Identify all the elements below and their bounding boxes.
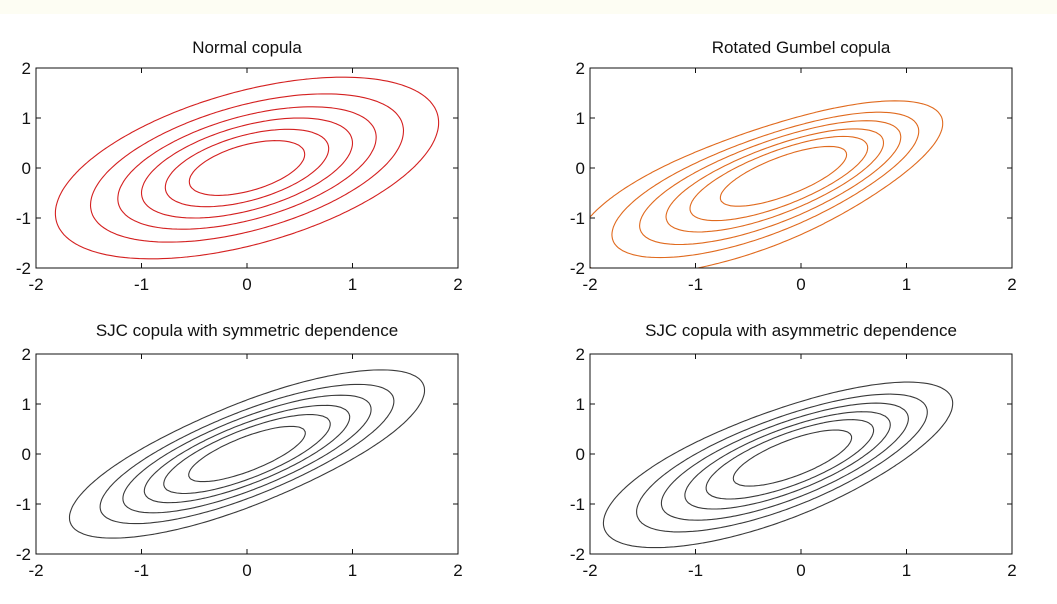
y-tick-label: 1: [22, 395, 31, 414]
contour-line-0: [188, 140, 306, 196]
contour-line-0: [732, 429, 853, 487]
y-tick-label: 0: [22, 445, 31, 464]
contour-line-1: [163, 413, 331, 495]
x-tick-label: -2: [582, 561, 597, 580]
y-tick-label: 0: [576, 159, 585, 178]
x-tick-label: -2: [28, 275, 43, 294]
top-strip: [0, 0, 1057, 14]
y-tick-label: 1: [576, 109, 585, 128]
contour-plot: -2 -1 0 1 2 -2 -1 0 1 2: [570, 59, 1017, 294]
x-tick-label: 2: [453, 275, 462, 294]
chart-title: Rotated Gumbel copula: [711, 38, 891, 57]
contour-line-2: [684, 411, 891, 510]
y-tick-label: 2: [576, 345, 585, 364]
y-tick-label: -1: [570, 495, 585, 514]
y-tick-label: -2: [16, 545, 31, 564]
contour-line-4: [611, 111, 920, 259]
contour-line-5: [602, 381, 954, 549]
panel-normal-copula: Normal copula -2 -1 0 1 2 -2 -1 0 1 2: [0, 0, 529, 302]
y-tick-label: 0: [22, 159, 31, 178]
x-tick-label: -1: [134, 561, 149, 580]
x-tick-label: 1: [348, 275, 357, 294]
contour-line-2: [143, 404, 351, 504]
y-tick-label: 2: [22, 59, 31, 78]
x-tick-label: 1: [902, 561, 911, 580]
x-tick-label: -1: [134, 275, 149, 294]
contour-line-3: [122, 394, 372, 514]
x-tick-label: -2: [582, 275, 597, 294]
contour-line-2: [140, 117, 354, 219]
x-tick-label: -2: [28, 561, 43, 580]
y-tick-label: -2: [570, 545, 585, 564]
contour-line-1: [705, 419, 875, 500]
contour-line-4: [636, 393, 928, 533]
x-tick-label: 1: [902, 275, 911, 294]
y-tick-label: 1: [22, 109, 31, 128]
chart-title: SJC copula with asymmetric dependence: [645, 321, 957, 340]
y-tick-label: -1: [16, 209, 31, 228]
contour-line-4: [89, 93, 405, 243]
contour-plot: -2 -1 0 1 2 -2 -1 0 1 2: [16, 345, 463, 580]
x-tick-label: -1: [688, 561, 703, 580]
chart-title: Normal copula: [192, 38, 302, 57]
plot-frame: [589, 353, 1013, 555]
y-tick-label: 2: [576, 59, 585, 78]
contour-plot: -2 -1 0 1 2 -2 -1 0 1 2: [16, 59, 463, 294]
x-tick-label: 2: [1007, 561, 1016, 580]
y-tick-label: -1: [16, 495, 31, 514]
x-tick-label: 2: [453, 561, 462, 580]
x-tick-label: 0: [242, 275, 251, 294]
x-tick-label: 2: [1007, 275, 1016, 294]
contour-line-3: [660, 402, 909, 521]
y-tick-label: 1: [576, 395, 585, 414]
x-tick-label: 0: [242, 561, 251, 580]
contour-line-0: [188, 425, 306, 483]
y-tick-label: -2: [570, 259, 585, 278]
x-tick-label: 1: [348, 561, 357, 580]
contour-lines: [54, 76, 440, 260]
contour-line-0: [719, 145, 848, 207]
y-tick-label: -1: [570, 209, 585, 228]
x-tick-label: 0: [796, 275, 805, 294]
x-tick-label: 0: [796, 561, 805, 580]
x-tick-label: -1: [688, 275, 703, 294]
panel-sjc-symmetric: SJC copula with symmetric dependence -2-…: [16, 321, 463, 580]
contour-lines: [68, 369, 426, 539]
y-tick-label: 2: [22, 345, 31, 364]
contour-line-5: [68, 369, 426, 539]
contour-line-3: [117, 106, 377, 230]
contour-line-5: [54, 76, 440, 260]
contour-line-4: [99, 383, 395, 525]
chart-title: SJC copula with symmetric dependence: [95, 321, 399, 340]
contour-line-3: [639, 120, 902, 246]
contour-line-1: [689, 135, 869, 222]
contour-line-1: [164, 128, 330, 208]
contour-lines: [602, 381, 954, 549]
contour-line-2: [665, 128, 885, 233]
panel-rotated-gumbel-copula: Rotated Gumbel copula -2 -1 0 1 2 -2 -1 0 1 2: [570, 38, 1017, 294]
y-tick-label: 0: [576, 445, 585, 464]
y-tick-label: -2: [16, 259, 31, 278]
